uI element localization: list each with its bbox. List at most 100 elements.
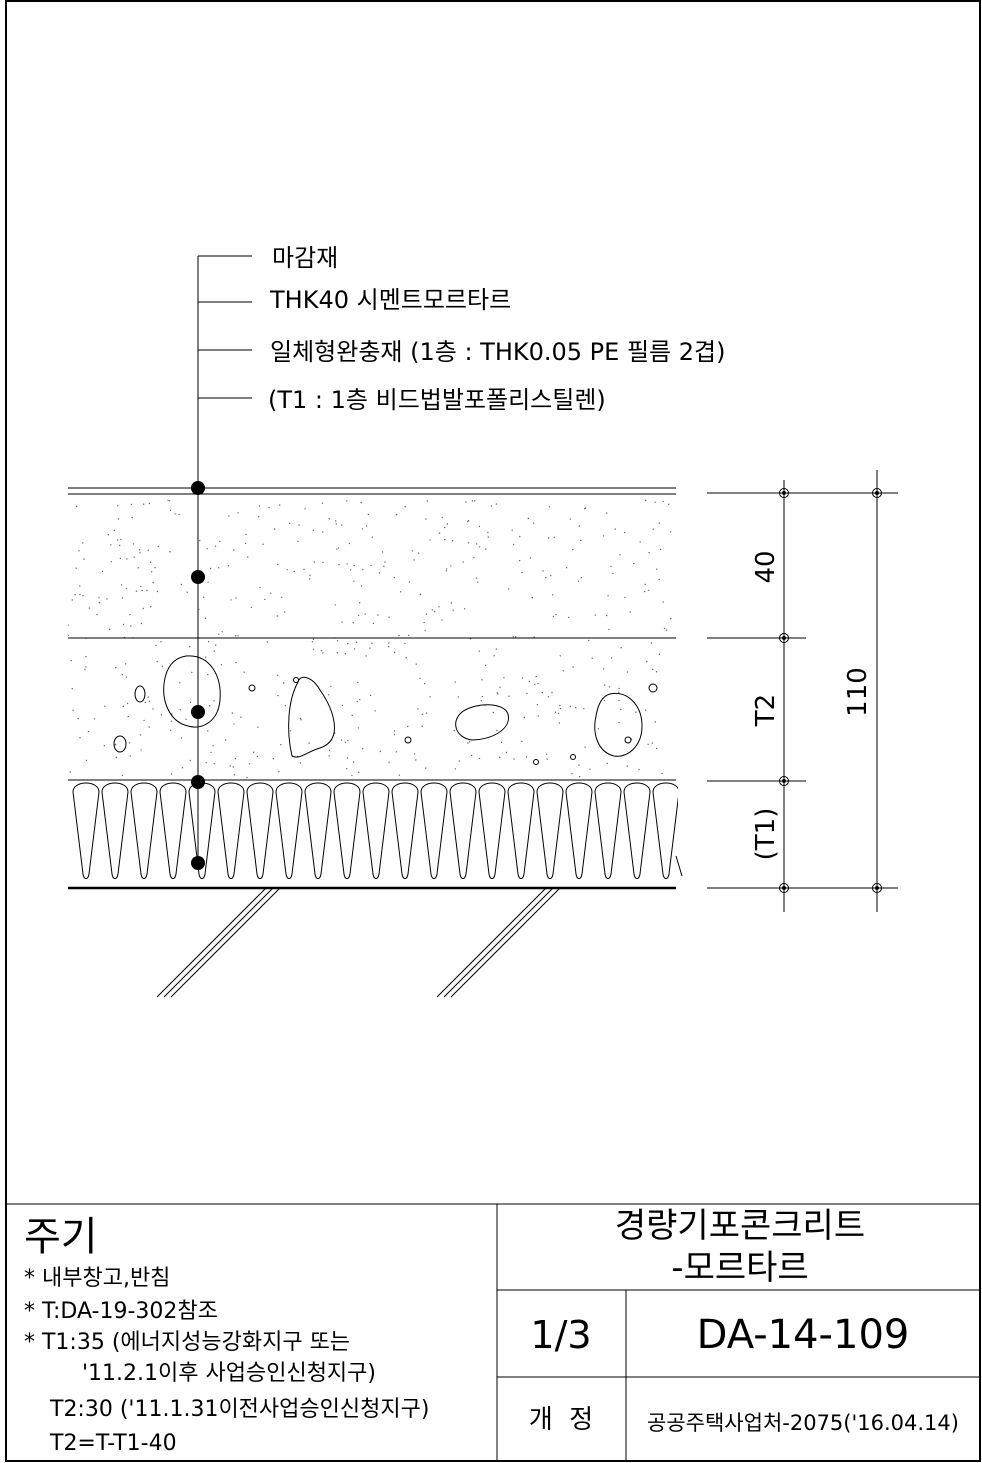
hatch-dot <box>626 671 629 673</box>
hatch-dot <box>204 617 207 619</box>
hatch-dot <box>240 716 242 718</box>
hatch-dot <box>381 551 384 553</box>
insulation-loop <box>333 782 361 879</box>
hatch-dot <box>346 768 348 770</box>
hatch-dot <box>353 564 355 567</box>
insulation-loop <box>275 782 303 879</box>
hatch-dot <box>471 754 473 757</box>
hatch-dot <box>639 541 641 543</box>
insulation-loop <box>159 782 187 879</box>
hatch-dot <box>607 595 609 597</box>
hatch-dot <box>247 556 249 558</box>
hatch-dot <box>179 709 181 711</box>
hatch-dot <box>212 745 214 747</box>
hatch-dot <box>288 522 291 525</box>
hatch-dot <box>648 589 650 591</box>
hatch-dot <box>652 668 654 671</box>
hatch-dot <box>152 708 154 710</box>
hatch-dot <box>571 773 573 775</box>
hatch-dot <box>372 622 375 625</box>
hatch-dot <box>96 613 98 616</box>
note-line: * 내부창고,반침 <box>24 1266 170 1291</box>
hatch-dot <box>237 512 239 514</box>
hatch-dot <box>139 552 141 554</box>
hatch-dot <box>125 587 128 590</box>
hatch-dot <box>84 668 86 670</box>
insulation-loop <box>449 782 477 879</box>
hatch-dot <box>142 503 145 505</box>
hatch-dot <box>512 543 515 546</box>
hatch-dot <box>219 540 221 543</box>
hatch-dot <box>474 500 476 502</box>
hatch-dot <box>569 518 571 520</box>
hatch-dot <box>365 655 367 657</box>
hatch-dot <box>551 691 553 694</box>
hatch-dot <box>185 718 187 720</box>
hatch-dot <box>496 692 498 694</box>
hatch-dot <box>577 580 580 582</box>
hatch-dot <box>415 663 417 665</box>
callout-insulation: (T1 : 1층 비드법발포폴리스틸렌) <box>268 386 606 414</box>
hatch-dot <box>79 585 81 587</box>
hatch-dot <box>121 774 124 777</box>
hatch-dot <box>423 621 425 624</box>
hatch-dot <box>75 505 78 508</box>
hatch-dot <box>140 622 143 625</box>
hatch-dot <box>170 720 173 722</box>
leader-points <box>191 481 205 870</box>
hatch-dot <box>528 680 531 683</box>
hatch-dot <box>644 499 647 502</box>
hatch-dot <box>633 562 635 565</box>
hatch-dot <box>150 561 152 563</box>
hatch-dot <box>229 765 231 767</box>
hatch-dot <box>525 756 528 758</box>
hatch-dot <box>398 774 401 776</box>
hatch-dot <box>278 771 280 773</box>
hatch-dot <box>235 662 237 664</box>
hatch-dot <box>426 500 428 502</box>
hatch-dot <box>85 759 88 762</box>
hatch-dot <box>393 733 395 736</box>
hatch-dot <box>303 568 305 571</box>
hatch-dot <box>277 674 279 676</box>
hatch-dot <box>407 725 409 728</box>
hatch-dot <box>388 642 390 644</box>
hatch-dot <box>423 683 426 685</box>
hatch-dot <box>224 739 227 741</box>
hatch-dot <box>421 725 423 727</box>
hatch-dot <box>547 696 550 698</box>
hatch-dot <box>198 608 200 611</box>
insulation-loop <box>420 782 448 879</box>
hatch-dot <box>156 590 159 593</box>
note-line: * T1:35 (에너지성능강화지구 또는 <box>24 1330 350 1355</box>
hatch-dot <box>541 692 543 694</box>
hatch-dot <box>377 614 379 616</box>
hatch-dot <box>322 652 324 654</box>
hatch-dot <box>450 565 452 567</box>
hatch-dot <box>404 642 406 644</box>
hatch-dot <box>124 663 127 665</box>
hatch-dot <box>87 730 90 733</box>
hatch-dot <box>505 751 508 754</box>
hatch-dot <box>148 726 150 728</box>
hatch-dot <box>168 500 171 502</box>
hatch-dot <box>152 581 154 584</box>
hatch-dot <box>371 536 374 538</box>
hatch-dot <box>256 755 259 758</box>
hatch-dot <box>203 596 205 598</box>
hatch-dot <box>276 615 278 617</box>
hatch-dot <box>552 615 555 618</box>
hatch-dot <box>536 704 539 706</box>
hatch-dot <box>393 651 396 654</box>
hatch-dot <box>424 629 426 632</box>
hatch-dot <box>558 722 561 724</box>
hatch-dot <box>148 502 150 505</box>
hatch-dot <box>369 694 372 697</box>
hatch-dot <box>357 727 360 729</box>
hatch-dot <box>425 613 428 615</box>
hatch-dot <box>299 762 302 764</box>
hatch-dot <box>313 561 315 563</box>
hatch-dot <box>108 628 111 631</box>
hatch-dot <box>328 694 330 696</box>
insulation-loop <box>101 782 129 879</box>
